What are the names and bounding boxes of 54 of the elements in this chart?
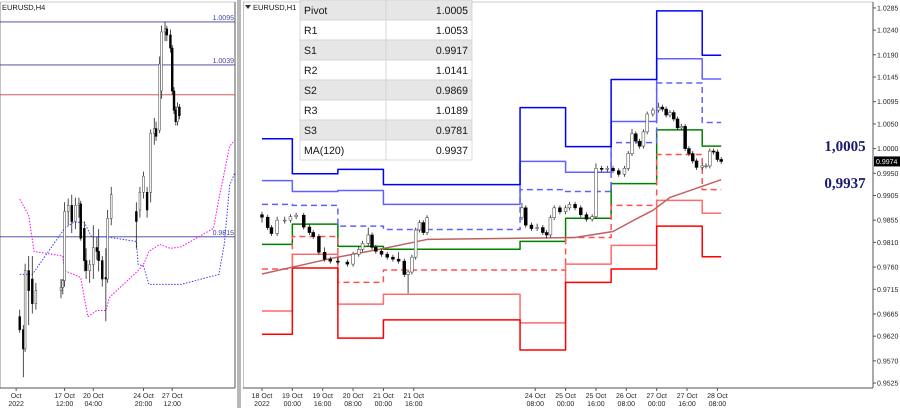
candlestick <box>579 204 582 218</box>
data-label: 1.0141 <box>436 65 468 77</box>
candlestick <box>425 214 429 236</box>
candlestick <box>322 246 326 262</box>
annotation: 0,9937 <box>824 176 866 192</box>
candlestick <box>708 148 712 169</box>
candlestick <box>584 212 588 222</box>
data-label: 0.9869 <box>436 85 468 97</box>
category-label: R2 <box>304 65 318 77</box>
candlestick <box>541 224 545 236</box>
category-label: MA(120) <box>304 145 344 157</box>
data-label: 0.9781 <box>436 125 468 137</box>
category-label: S1 <box>304 45 318 57</box>
annotation: 1,0005 <box>824 139 866 155</box>
category-label: R1 <box>304 25 318 37</box>
candlestick <box>302 212 306 230</box>
candlestick <box>146 186 148 218</box>
candlestick <box>275 216 279 236</box>
category-label: Pivot <box>304 5 328 17</box>
data-label: 0.9917 <box>436 45 468 57</box>
candlestick <box>260 211 264 224</box>
candlestick <box>716 149 720 162</box>
candlestick <box>70 194 73 234</box>
data-label: 1.0005 <box>436 5 468 17</box>
candlestick <box>28 256 30 326</box>
candlestick <box>317 234 321 256</box>
category-label: R3 <box>304 105 318 117</box>
candlestick <box>370 232 374 250</box>
candlestick <box>396 252 400 264</box>
candlestick <box>656 102 660 113</box>
candlestick <box>524 204 528 228</box>
candlestick <box>535 223 539 232</box>
candlestick <box>676 116 680 131</box>
candlestick <box>664 106 668 118</box>
category-label: S2 <box>304 85 318 97</box>
candlestick <box>600 165 604 172</box>
candlestick <box>308 224 312 236</box>
category-label: S3 <box>304 125 318 137</box>
line-series <box>261 178 722 275</box>
data-label: 0.9937 <box>436 145 468 157</box>
candlestick <box>360 240 364 252</box>
candlestick <box>336 256 340 265</box>
candlestick <box>520 202 524 221</box>
data-label: 1.0189 <box>436 105 468 117</box>
data-label: 1.0053 <box>436 25 468 37</box>
candlestick <box>154 121 158 142</box>
candlestick <box>34 282 38 310</box>
candlestick <box>92 224 94 280</box>
candlestick <box>351 251 355 267</box>
candlestick <box>135 202 138 249</box>
candlestick <box>634 130 638 144</box>
candlestick <box>366 227 370 246</box>
candlestick <box>422 220 425 236</box>
candlestick <box>74 197 77 230</box>
